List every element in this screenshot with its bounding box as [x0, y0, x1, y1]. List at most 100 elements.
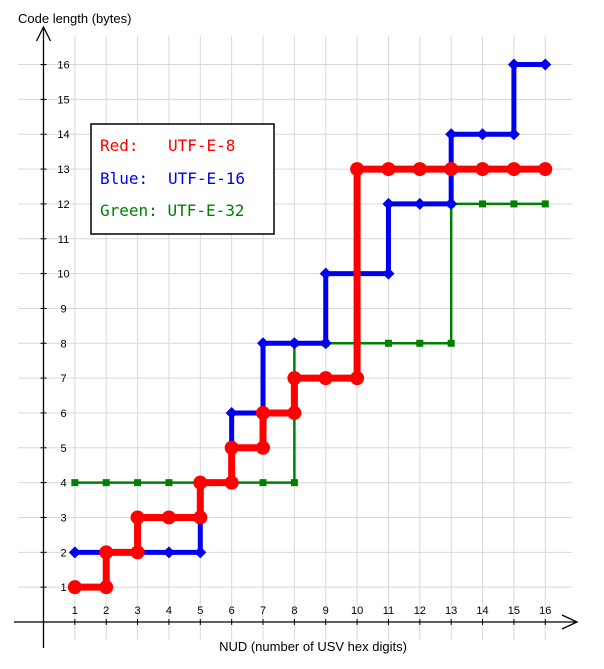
data-point-circle — [287, 405, 302, 420]
data-point-circle — [193, 510, 208, 525]
legend-entry-red: Red: UTF-E-8 — [100, 136, 235, 155]
data-point-diamond — [288, 337, 301, 350]
y-tick-label: 9 — [60, 303, 66, 315]
data-point-diamond — [507, 58, 520, 71]
data-point-circle — [318, 371, 333, 386]
data-point-circle — [412, 162, 427, 177]
y-tick-label: 7 — [60, 373, 66, 385]
data-point-diamond — [382, 267, 395, 280]
data-point-diamond — [413, 197, 426, 210]
data-point-diamond — [445, 197, 458, 210]
data-point-square — [165, 479, 173, 487]
x-tick-label: 14 — [476, 605, 488, 617]
data-point-square — [510, 200, 518, 208]
data-point-circle — [287, 371, 302, 386]
data-point-square — [384, 339, 392, 347]
y-tick-label: 2 — [60, 547, 66, 559]
data-point-square — [71, 479, 79, 487]
y-axis-arrow — [35, 25, 52, 42]
data-point-square — [416, 339, 424, 347]
data-point-circle — [506, 162, 521, 177]
data-point-circle — [350, 162, 365, 177]
data-point-circle — [193, 475, 208, 490]
data-point-circle — [130, 510, 145, 525]
x-tick-label: 4 — [166, 605, 172, 617]
data-point-circle — [381, 162, 396, 177]
y-tick-label: 8 — [60, 338, 66, 350]
y-tick-label: 5 — [60, 443, 66, 455]
data-point-circle — [161, 510, 176, 525]
x-axis-title: NUD (number of USV hex digits) — [219, 639, 407, 654]
data-point-diamond — [476, 128, 489, 141]
x-tick-label: 11 — [383, 605, 394, 617]
data-point-circle — [99, 545, 114, 560]
data-point-diamond — [539, 58, 552, 71]
series-layer — [67, 58, 553, 595]
data-point-circle — [99, 580, 114, 595]
data-point-diamond — [68, 546, 81, 559]
data-point-square — [259, 479, 267, 487]
x-tick-label: 15 — [508, 605, 520, 617]
data-point-diamond — [445, 128, 458, 141]
data-point-circle — [444, 162, 459, 177]
data-point-circle — [538, 162, 553, 177]
data-point-square — [290, 479, 298, 487]
y-tick-label: 15 — [57, 94, 69, 106]
data-point-square — [479, 200, 487, 208]
x-axis-arrow — [561, 614, 579, 630]
legend-entry-green: Green: UTF-E-32 — [100, 201, 245, 220]
x-tick-label: 13 — [445, 605, 457, 617]
legend: Red: UTF-E-8 Blue: UTF-E-16 Green: UTF-E… — [90, 123, 275, 235]
legend-blue-prefix: Blue: — [100, 169, 148, 188]
x-tick-label: 10 — [351, 605, 363, 617]
data-point-circle — [224, 475, 239, 490]
y-tick-label: 11 — [58, 234, 69, 246]
y-tick-label: 16 — [57, 60, 69, 72]
legend-green-label: UTF-E-32 — [167, 201, 244, 220]
y-tick-label: 13 — [57, 164, 69, 176]
x-tick-label: 16 — [539, 605, 551, 617]
legend-entry-blue: Blue: UTF-E-16 — [100, 169, 245, 188]
data-point-diamond — [225, 406, 238, 419]
data-point-circle — [350, 371, 365, 386]
y-tick-label: 3 — [60, 512, 66, 524]
y-tick-label: 6 — [60, 408, 66, 420]
data-point-square — [102, 479, 110, 487]
y-tick-label: 4 — [60, 478, 66, 490]
y-tick-label: 14 — [57, 129, 69, 141]
data-point-circle — [130, 545, 145, 560]
x-tick-label: 1 — [72, 605, 78, 617]
legend-red-label: UTF-E-8 — [168, 136, 235, 155]
legend-green-prefix: Green: — [100, 201, 158, 220]
legend-blue-label: UTF-E-16 — [168, 169, 245, 188]
x-tick-label: 12 — [414, 605, 426, 617]
data-point-diamond — [162, 546, 175, 559]
axes — [14, 25, 579, 648]
data-point-square — [134, 479, 142, 487]
data-point-diamond — [507, 128, 520, 141]
data-point-diamond — [382, 197, 395, 210]
x-tick-label: 3 — [135, 605, 141, 617]
data-point-circle — [224, 440, 239, 455]
x-tick-label: 5 — [197, 605, 203, 617]
data-point-circle — [67, 580, 82, 595]
x-tick-label: 2 — [103, 605, 109, 617]
x-tick-label: 6 — [229, 605, 235, 617]
data-point-diamond — [194, 546, 207, 559]
x-tick-label: 9 — [323, 605, 329, 617]
data-point-square — [447, 339, 455, 347]
y-tick-label: 10 — [57, 269, 69, 281]
y-axis-title: Code length (bytes) — [18, 11, 131, 26]
data-point-circle — [256, 405, 271, 420]
y-tick-label: 12 — [57, 199, 69, 211]
data-point-diamond — [319, 337, 332, 350]
y-tick-label: 1 — [60, 582, 66, 594]
data-point-circle — [256, 440, 271, 455]
series-circle — [67, 162, 553, 595]
legend-red-prefix: Red: — [100, 136, 139, 155]
legend-box — [90, 123, 275, 235]
data-point-circle — [475, 162, 490, 177]
data-point-square — [541, 200, 549, 208]
data-point-diamond — [319, 267, 332, 280]
